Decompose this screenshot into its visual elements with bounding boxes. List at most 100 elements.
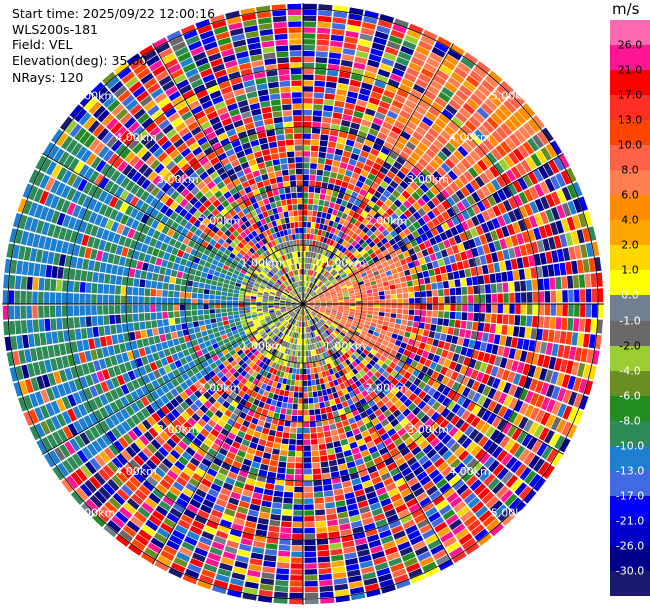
velocity-gate	[208, 514, 221, 524]
velocity-gate	[298, 392, 303, 398]
velocity-gate	[312, 264, 316, 271]
velocity-gate	[348, 290, 355, 294]
velocity-gate	[258, 287, 265, 292]
velocity-gate	[141, 356, 149, 366]
velocity-gate	[245, 312, 252, 317]
velocity-gate	[348, 417, 356, 425]
velocity-gate	[303, 56, 315, 63]
velocity-gate	[123, 502, 136, 515]
velocity-gate	[282, 378, 288, 385]
velocity-gate	[186, 369, 195, 378]
velocity-gate	[50, 279, 57, 291]
velocity-gate	[462, 102, 476, 115]
velocity-gate	[379, 126, 391, 136]
velocity-gate	[329, 399, 336, 406]
velocity-gate	[307, 288, 311, 294]
velocity-gate	[154, 560, 170, 572]
velocity-gate	[448, 319, 455, 327]
velocity-gate	[38, 291, 44, 304]
velocity-gate	[211, 354, 219, 362]
velocity-gate	[274, 301, 280, 303]
velocity-gate	[441, 200, 451, 210]
velocity-gate	[197, 293, 204, 299]
velocity-gate	[498, 158, 510, 171]
velocity-gate	[492, 403, 503, 415]
velocity-gate	[280, 307, 286, 310]
velocity-gate	[303, 151, 311, 157]
velocity-gate	[325, 194, 332, 202]
velocity-gate	[203, 438, 213, 447]
velocity-gate	[324, 250, 330, 257]
velocity-gate	[120, 295, 127, 304]
velocity-gate	[462, 295, 468, 303]
velocity-gate	[152, 248, 160, 257]
velocity-gate	[497, 189, 507, 201]
velocity-gate	[61, 305, 68, 317]
velocity-gate	[207, 419, 217, 428]
velocity-gate	[426, 57, 440, 69]
velocity-gate	[338, 433, 347, 440]
velocity-gate	[432, 304, 439, 311]
velocity-gate	[379, 257, 387, 264]
velocity-gate	[108, 305, 115, 315]
velocity-gate	[314, 286, 320, 292]
velocity-gate	[338, 131, 348, 139]
velocity-gate	[209, 264, 217, 271]
velocity-gate	[378, 268, 385, 274]
velocity-gate	[463, 170, 474, 182]
velocity-gate	[412, 110, 424, 121]
velocity-gate	[379, 404, 388, 413]
velocity-gate	[548, 159, 560, 174]
velocity-gate	[504, 439, 516, 452]
velocity-gate	[296, 433, 303, 440]
velocity-gate	[579, 395, 589, 410]
velocity-gate	[304, 309, 307, 315]
velocity-gate	[294, 308, 299, 312]
velocity-gate	[528, 421, 539, 435]
velocity-gate	[392, 472, 403, 482]
velocity-gate	[496, 314, 503, 324]
velocity-gate	[151, 379, 160, 390]
velocity-gate	[413, 177, 423, 187]
velocity-gate	[370, 431, 380, 440]
velocity-gate	[312, 284, 317, 290]
velocity-gate	[312, 325, 317, 331]
velocity-gate	[354, 271, 361, 277]
velocity-gate	[379, 308, 385, 313]
velocity-gate	[358, 345, 365, 352]
velocity-gate	[497, 380, 507, 392]
velocity-gate	[353, 388, 361, 396]
velocity-gate	[362, 480, 373, 489]
velocity-gate	[298, 327, 301, 333]
velocity-gate	[541, 127, 554, 142]
velocity-gate	[309, 270, 312, 276]
velocity-gate	[276, 568, 290, 575]
velocity-gate	[364, 320, 371, 326]
velocity-gate	[151, 320, 158, 328]
velocity-gate	[84, 223, 94, 235]
velocity-gate	[267, 321, 274, 327]
velocity-gate	[317, 21, 331, 28]
velocity-gate	[195, 332, 202, 339]
velocity-gate	[377, 427, 387, 436]
velocity-gate	[567, 275, 574, 289]
velocity-gate	[210, 285, 217, 291]
velocity-gate	[475, 505, 489, 518]
velocity-gate	[12, 212, 22, 228]
velocity-gate	[323, 289, 329, 294]
velocity-gate	[274, 388, 281, 395]
velocity-gate	[485, 294, 492, 303]
velocity-gate	[236, 555, 249, 564]
velocity-gate	[303, 27, 316, 33]
velocity-gate	[271, 399, 277, 406]
velocity-gate	[242, 355, 249, 362]
velocity-gate	[561, 317, 568, 331]
velocity-gate	[459, 328, 466, 338]
velocity-gate	[371, 417, 380, 426]
velocity-gate	[554, 435, 566, 450]
velocity-gate	[157, 420, 168, 430]
velocity-gate	[426, 310, 432, 317]
velocity-gate	[466, 98, 479, 110]
velocity-gate	[96, 370, 105, 382]
velocity-gate	[364, 485, 375, 494]
